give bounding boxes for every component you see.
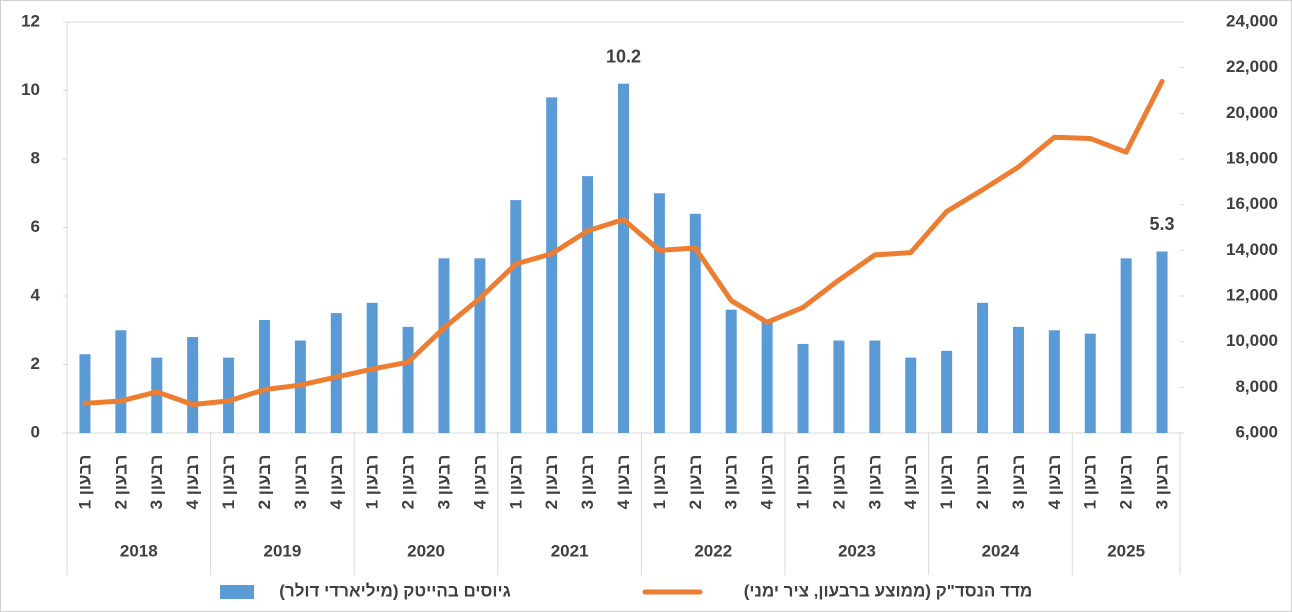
x-tick-label: רבעון 2 [829, 455, 848, 510]
bar [833, 340, 845, 433]
data-label: 10.2 [606, 46, 641, 66]
bar [941, 350, 953, 433]
bar [582, 176, 594, 433]
y-tick-label: 0 [31, 422, 40, 441]
bar [653, 193, 665, 433]
x-tick-label: רבעון 4 [470, 455, 489, 510]
bar [223, 357, 235, 433]
group-label: 2021 [551, 541, 589, 560]
group-label: 2022 [694, 541, 732, 560]
bar [151, 357, 163, 433]
group-label: 2019 [264, 541, 302, 560]
legend-label: מדד הנסד"ק (ממוצע ברבעון, ציר ימני) [744, 581, 1033, 600]
bar [869, 340, 881, 433]
y-tick-label: 12 [21, 11, 40, 30]
y-tick-label: 6 [31, 217, 40, 236]
x-tick-label: רבעון 1 [1081, 455, 1100, 510]
x-tick-label: רבעון 1 [794, 455, 813, 510]
y2-tick-label: 8,000 [1235, 377, 1278, 396]
bar [1048, 330, 1060, 433]
x-tick-label: רבעון 2 [1117, 455, 1136, 510]
group-label: 2024 [982, 541, 1020, 560]
bar [510, 200, 522, 433]
bar [474, 258, 486, 433]
x-tick-label: רבעון 1 [219, 455, 238, 510]
bar [761, 319, 773, 433]
bar [977, 302, 989, 433]
x-tick-label: רבעון 3 [1009, 455, 1028, 510]
x-tick-label: רבעון 3 [865, 455, 884, 510]
x-tick-label: רבעון 2 [255, 455, 274, 510]
x-tick-label: רבעון 3 [578, 455, 597, 510]
x-tick-label: רבעון 3 [722, 455, 741, 510]
y2-tick-label: 24,000 [1226, 11, 1278, 30]
bar [258, 319, 270, 433]
bar [330, 313, 342, 433]
bar [1156, 251, 1168, 433]
group-label: 2018 [120, 541, 158, 560]
bar [1120, 258, 1132, 433]
data-label: 5.3 [1150, 214, 1175, 234]
x-tick-label: רבעון 4 [758, 455, 777, 510]
y2-tick-label: 18,000 [1226, 148, 1278, 167]
x-tick-label: רבעון 2 [686, 455, 705, 510]
bar [618, 83, 629, 434]
group-label: 2025 [1107, 541, 1145, 560]
x-tick-label: רבעון 4 [183, 455, 202, 510]
x-tick-label: רבעון 1 [937, 455, 956, 510]
x-tick-label: רבעון 1 [506, 455, 525, 510]
x-tick-label: רבעון 2 [542, 455, 561, 510]
legend-label: גיוסים בהייטק (מיליארדי דולר) [279, 581, 511, 600]
x-tick-label: רבעון 4 [1045, 455, 1064, 510]
x-tick-label: רבעון 3 [291, 455, 310, 510]
bar [1012, 326, 1024, 433]
group-label: 2023 [838, 541, 876, 560]
y-tick-label: 4 [31, 285, 41, 304]
x-tick-label: רבעון 4 [901, 455, 920, 510]
y2-tick-label: 12,000 [1226, 285, 1278, 304]
legend-swatch [220, 585, 254, 599]
y2-tick-label: 6,000 [1235, 422, 1278, 441]
x-tick-label: רבעון 3 [434, 455, 453, 510]
y2-tick-label: 20,000 [1226, 103, 1278, 122]
y-tick-label: 2 [31, 354, 40, 373]
bar [546, 97, 558, 433]
x-tick-label: רבעון 2 [973, 455, 992, 510]
x-tick-label: רבעון 2 [399, 455, 418, 510]
x-tick-label: רבעון 1 [650, 455, 669, 510]
bar [187, 337, 199, 433]
bar [438, 258, 450, 433]
x-tick-label: רבעון 4 [327, 455, 346, 510]
y2-tick-label: 16,000 [1226, 194, 1278, 213]
bar [79, 354, 91, 433]
group-label: 2020 [407, 541, 445, 560]
y2-tick-label: 14,000 [1226, 240, 1278, 259]
y2-tick-label: 10,000 [1226, 331, 1278, 350]
bar [797, 343, 809, 433]
x-tick-label: רבעון 3 [147, 455, 166, 510]
x-tick-label: רבעון 1 [363, 455, 382, 510]
x-tick-label: רבעון 2 [111, 455, 130, 510]
bar [725, 309, 737, 433]
bar [115, 330, 127, 433]
x-tick-label: רבעון 1 [75, 455, 94, 510]
y2-tick-label: 22,000 [1226, 57, 1278, 76]
y-tick-label: 10 [21, 80, 40, 99]
x-tick-label: רבעון 4 [614, 455, 633, 510]
bar [1084, 333, 1096, 433]
bar [402, 326, 414, 433]
x-tick-label: רבעון 3 [1153, 455, 1172, 510]
line [82, 78, 1165, 407]
bar [689, 213, 701, 433]
bar [905, 357, 917, 433]
y-tick-label: 8 [31, 148, 40, 167]
